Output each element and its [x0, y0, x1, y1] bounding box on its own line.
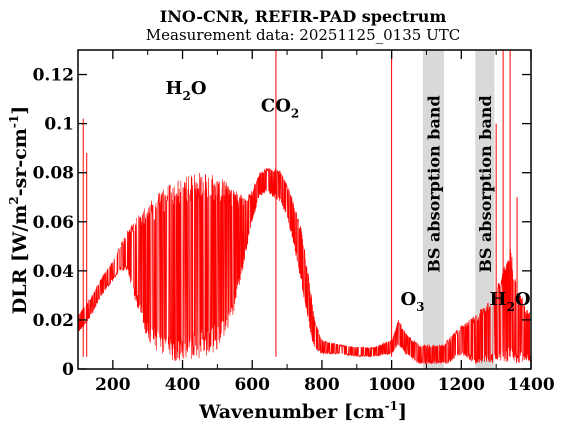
absorption-bands: BS absorption band BS absorption band: [422, 50, 495, 369]
x-tick-label-200: 200: [95, 375, 131, 395]
y-axis-label: DLR [W/m2-sr-cm-1]: [7, 106, 31, 314]
y-tick-label-4: 0.08: [33, 164, 74, 184]
plot-area: BS absorption band BS absorption band 200…: [33, 49, 555, 395]
annotation-2: CO2: [261, 95, 299, 120]
spectrum-series: [78, 50, 531, 365]
x-axis-label: Wavenumber [cm-1]: [198, 399, 407, 423]
annotation-1: H2O: [165, 78, 206, 103]
x-tick-label-1000: 1000: [368, 375, 415, 395]
y-tick-label-2: 0.04: [33, 262, 75, 282]
chart-subtitle: Measurement data: 20251125_0135 UTC: [146, 26, 460, 44]
x-tick-label-1200: 1200: [438, 375, 485, 395]
y-tick-label-0: 0: [62, 360, 74, 380]
absorption-band-label-1: BS absorption band: [424, 95, 443, 272]
plot-frame: [77, 49, 532, 370]
annotation-4: H2O: [490, 289, 531, 314]
absorption-band-2: [475, 50, 495, 369]
spectrum-line: [78, 167, 531, 365]
x-tick-label-400: 400: [165, 375, 201, 395]
y-tick-label-6: 0.12: [33, 66, 74, 86]
molecule-annotations: H2O CO2 O3 H2O: [165, 78, 530, 314]
absorption-band-1: [422, 50, 444, 369]
annotation-3: O3: [400, 289, 424, 314]
x-tick-label-600: 600: [234, 375, 270, 395]
y-tick-label-5: 0.1: [44, 115, 74, 135]
x-tick-label-1400: 1400: [507, 375, 554, 395]
x-tick-label-800: 800: [304, 375, 340, 395]
y-tick-label-1: 0.02: [33, 311, 74, 331]
y-axis-ticks: 0 0.02 0.04 0.06 0.08 0.1 0.12: [33, 66, 531, 380]
x-axis-ticks: 200 400 600 800 1000 1200 1400: [77, 50, 555, 395]
chart-title: INO-CNR, REFIR-PAD spectrum: [160, 7, 447, 26]
absorption-band-label-2: BS absorption band: [476, 95, 495, 272]
y-tick-label-3: 0.06: [33, 213, 74, 233]
